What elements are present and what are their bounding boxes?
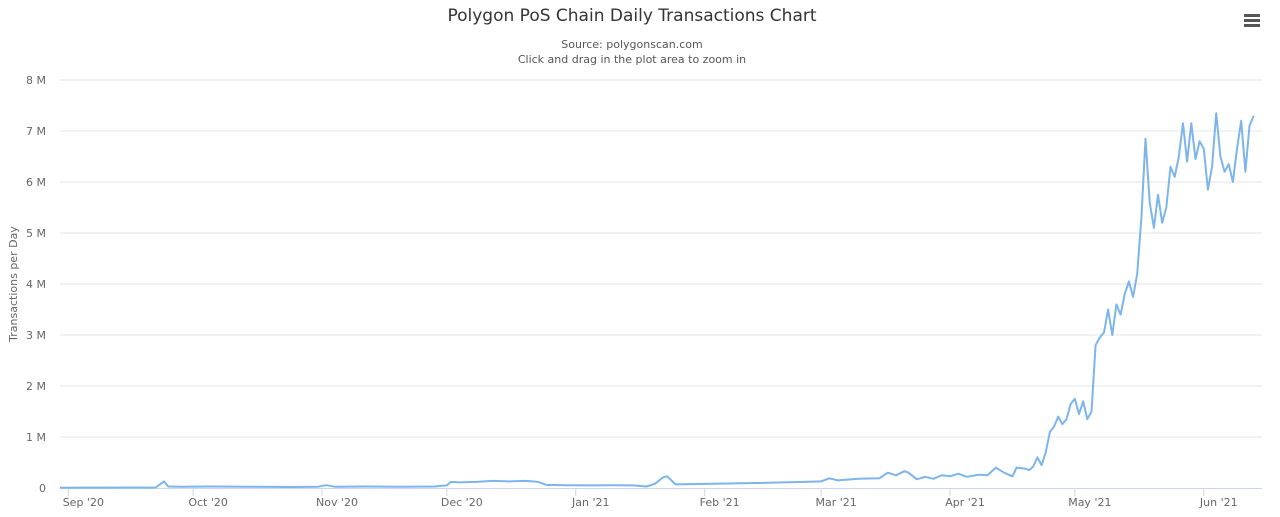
y-tick-label: 3 M [26, 329, 46, 342]
y-tick-label: 8 M [26, 74, 46, 87]
x-tick-label: Dec '20 [441, 496, 483, 509]
y-tick-label: 6 M [26, 176, 46, 189]
series-line[interactable] [59, 112, 1255, 489]
chart-title: Polygon PoS Chain Daily Transactions Cha… [447, 6, 817, 26]
hamburger-icon-bar [1244, 19, 1260, 22]
y-axis-title: Transactions per Day [7, 226, 20, 343]
x-tick-label: Sep '20 [63, 496, 104, 509]
y-tick-label: 0 [39, 482, 46, 495]
series-group [59, 112, 1255, 489]
x-tick-label: May '21 [1068, 496, 1111, 509]
y-tick-label: 1 M [26, 431, 46, 444]
hamburger-icon-bar [1244, 24, 1260, 27]
y-tick-label: 7 M [26, 125, 46, 138]
x-tick-label: Jun '21 [1199, 496, 1238, 509]
x-tick-label: Feb '21 [700, 496, 740, 509]
hamburger-icon [1244, 14, 1260, 17]
x-tick-label: Jan '21 [571, 496, 609, 509]
gridlines [60, 79, 1262, 438]
x-tick-label: Oct '20 [188, 496, 228, 509]
y-axis-ticks: 0 1 M 2 M 3 M 4 M 5 M 6 M 7 M 8 M [26, 74, 46, 495]
y-tick-label: 2 M [26, 380, 46, 393]
x-tick-label: Nov '20 [316, 496, 358, 509]
y-tick-label: 4 M [26, 278, 46, 291]
chart-source: Source: polygonscan.com [561, 38, 703, 51]
chart-menu-button[interactable] [1238, 10, 1266, 32]
x-axis: Sep '20 Oct '20 Nov '20 Dec '20 Jan '21 Feb '… [60, 488, 1262, 509]
x-tick-label: Mar '21 [815, 496, 856, 509]
y-tick-label: 5 M [26, 227, 46, 240]
zoom-hint: Click and drag in the plot area to zoom … [517, 53, 747, 66]
x-tick-label: Apr '21 [945, 496, 985, 509]
